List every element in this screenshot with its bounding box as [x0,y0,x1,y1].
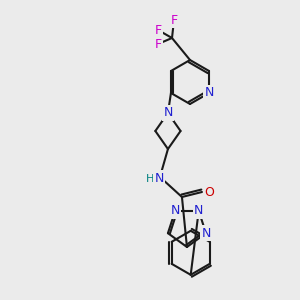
Text: F: F [154,23,162,37]
Text: O: O [204,185,214,199]
Text: N: N [204,86,214,100]
Text: N: N [201,227,211,240]
Text: H: H [146,174,154,184]
Text: F: F [154,38,162,50]
Text: N: N [163,106,172,119]
Text: N: N [170,204,180,217]
Text: F: F [170,14,178,26]
Text: N: N [194,204,203,217]
Text: N: N [154,172,164,184]
